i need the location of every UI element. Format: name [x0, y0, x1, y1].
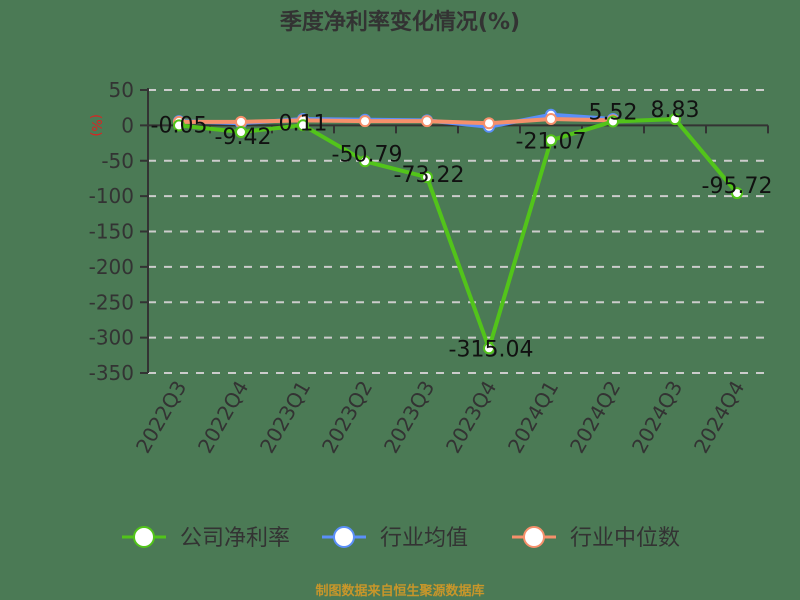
y-tick-label: -150	[89, 220, 134, 244]
y-tick-label: -200	[89, 255, 134, 279]
x-tick-label: 2024Q4	[689, 377, 749, 458]
legend-marker-icon	[523, 526, 545, 548]
data-point[interactable]	[359, 115, 371, 128]
data-point[interactable]	[297, 119, 309, 132]
x-tick-label: 2022Q4	[193, 377, 253, 458]
x-tick-label: 2024Q3	[627, 377, 687, 458]
y-tick-label: -250	[89, 290, 134, 314]
data-point[interactable]	[421, 171, 433, 184]
y-tick-label: -50	[101, 149, 134, 173]
data-point[interactable]	[483, 117, 495, 130]
data-label: -73.22	[394, 163, 465, 188]
data-label: -95.72	[702, 174, 773, 199]
legend-item[interactable]: 行业均值	[322, 526, 468, 551]
y-tick-label: 50	[109, 78, 134, 102]
data-label: 8.83	[651, 98, 700, 123]
x-tick-label: 2023Q1	[255, 377, 315, 458]
data-point[interactable]	[731, 187, 743, 200]
data-label: 0.11	[279, 111, 328, 136]
series-0	[173, 113, 743, 355]
data-label: -0.05	[151, 113, 208, 138]
legend-marker-icon	[333, 526, 355, 548]
data-point[interactable]	[421, 115, 433, 128]
data-label: -21.07	[516, 129, 587, 154]
data-label: 5.52	[589, 100, 638, 125]
legend-label: 行业中位数	[570, 526, 680, 551]
x-tick-label: 2023Q3	[379, 377, 439, 458]
legend-item[interactable]: 行业中位数	[512, 526, 680, 551]
data-point[interactable]	[607, 115, 619, 128]
data-point[interactable]	[483, 342, 495, 355]
series-line	[178, 117, 739, 351]
y-axis-unit: (%)	[88, 114, 103, 137]
x-tick-label: 2024Q2	[565, 377, 625, 458]
legend-marker-icon	[133, 526, 155, 548]
y-tick-label: -350	[89, 361, 134, 385]
x-tick-label: 2024Q1	[503, 377, 563, 458]
legend-label: 行业均值	[380, 526, 468, 551]
data-point[interactable]	[545, 113, 557, 126]
x-tick-label: 2023Q2	[317, 377, 377, 458]
data-point[interactable]	[669, 113, 681, 126]
x-tick-label: 2023Q4	[441, 377, 501, 458]
legend-label: 公司净利率	[180, 526, 290, 551]
data-label: -9.42	[215, 125, 272, 150]
y-tick-label: -300	[89, 326, 134, 350]
data-label: -315.04	[449, 337, 534, 362]
series-line	[179, 117, 614, 126]
data-source-note: 制图数据来自恒生聚源数据库	[315, 584, 485, 599]
y-tick-label: -100	[89, 184, 134, 208]
data-label: -50.79	[332, 142, 403, 167]
x-tick-label: 2022Q3	[131, 377, 191, 458]
legend-item[interactable]: 公司净利率	[122, 526, 290, 551]
data-point[interactable]	[359, 155, 371, 168]
chart-title: 季度净利率变化情况(%)	[279, 10, 521, 35]
data-point[interactable]	[235, 126, 247, 139]
data-point[interactable]	[173, 119, 185, 132]
data-point[interactable]	[545, 134, 557, 147]
y-tick-label: 0	[121, 113, 134, 137]
series-2	[173, 113, 619, 130]
